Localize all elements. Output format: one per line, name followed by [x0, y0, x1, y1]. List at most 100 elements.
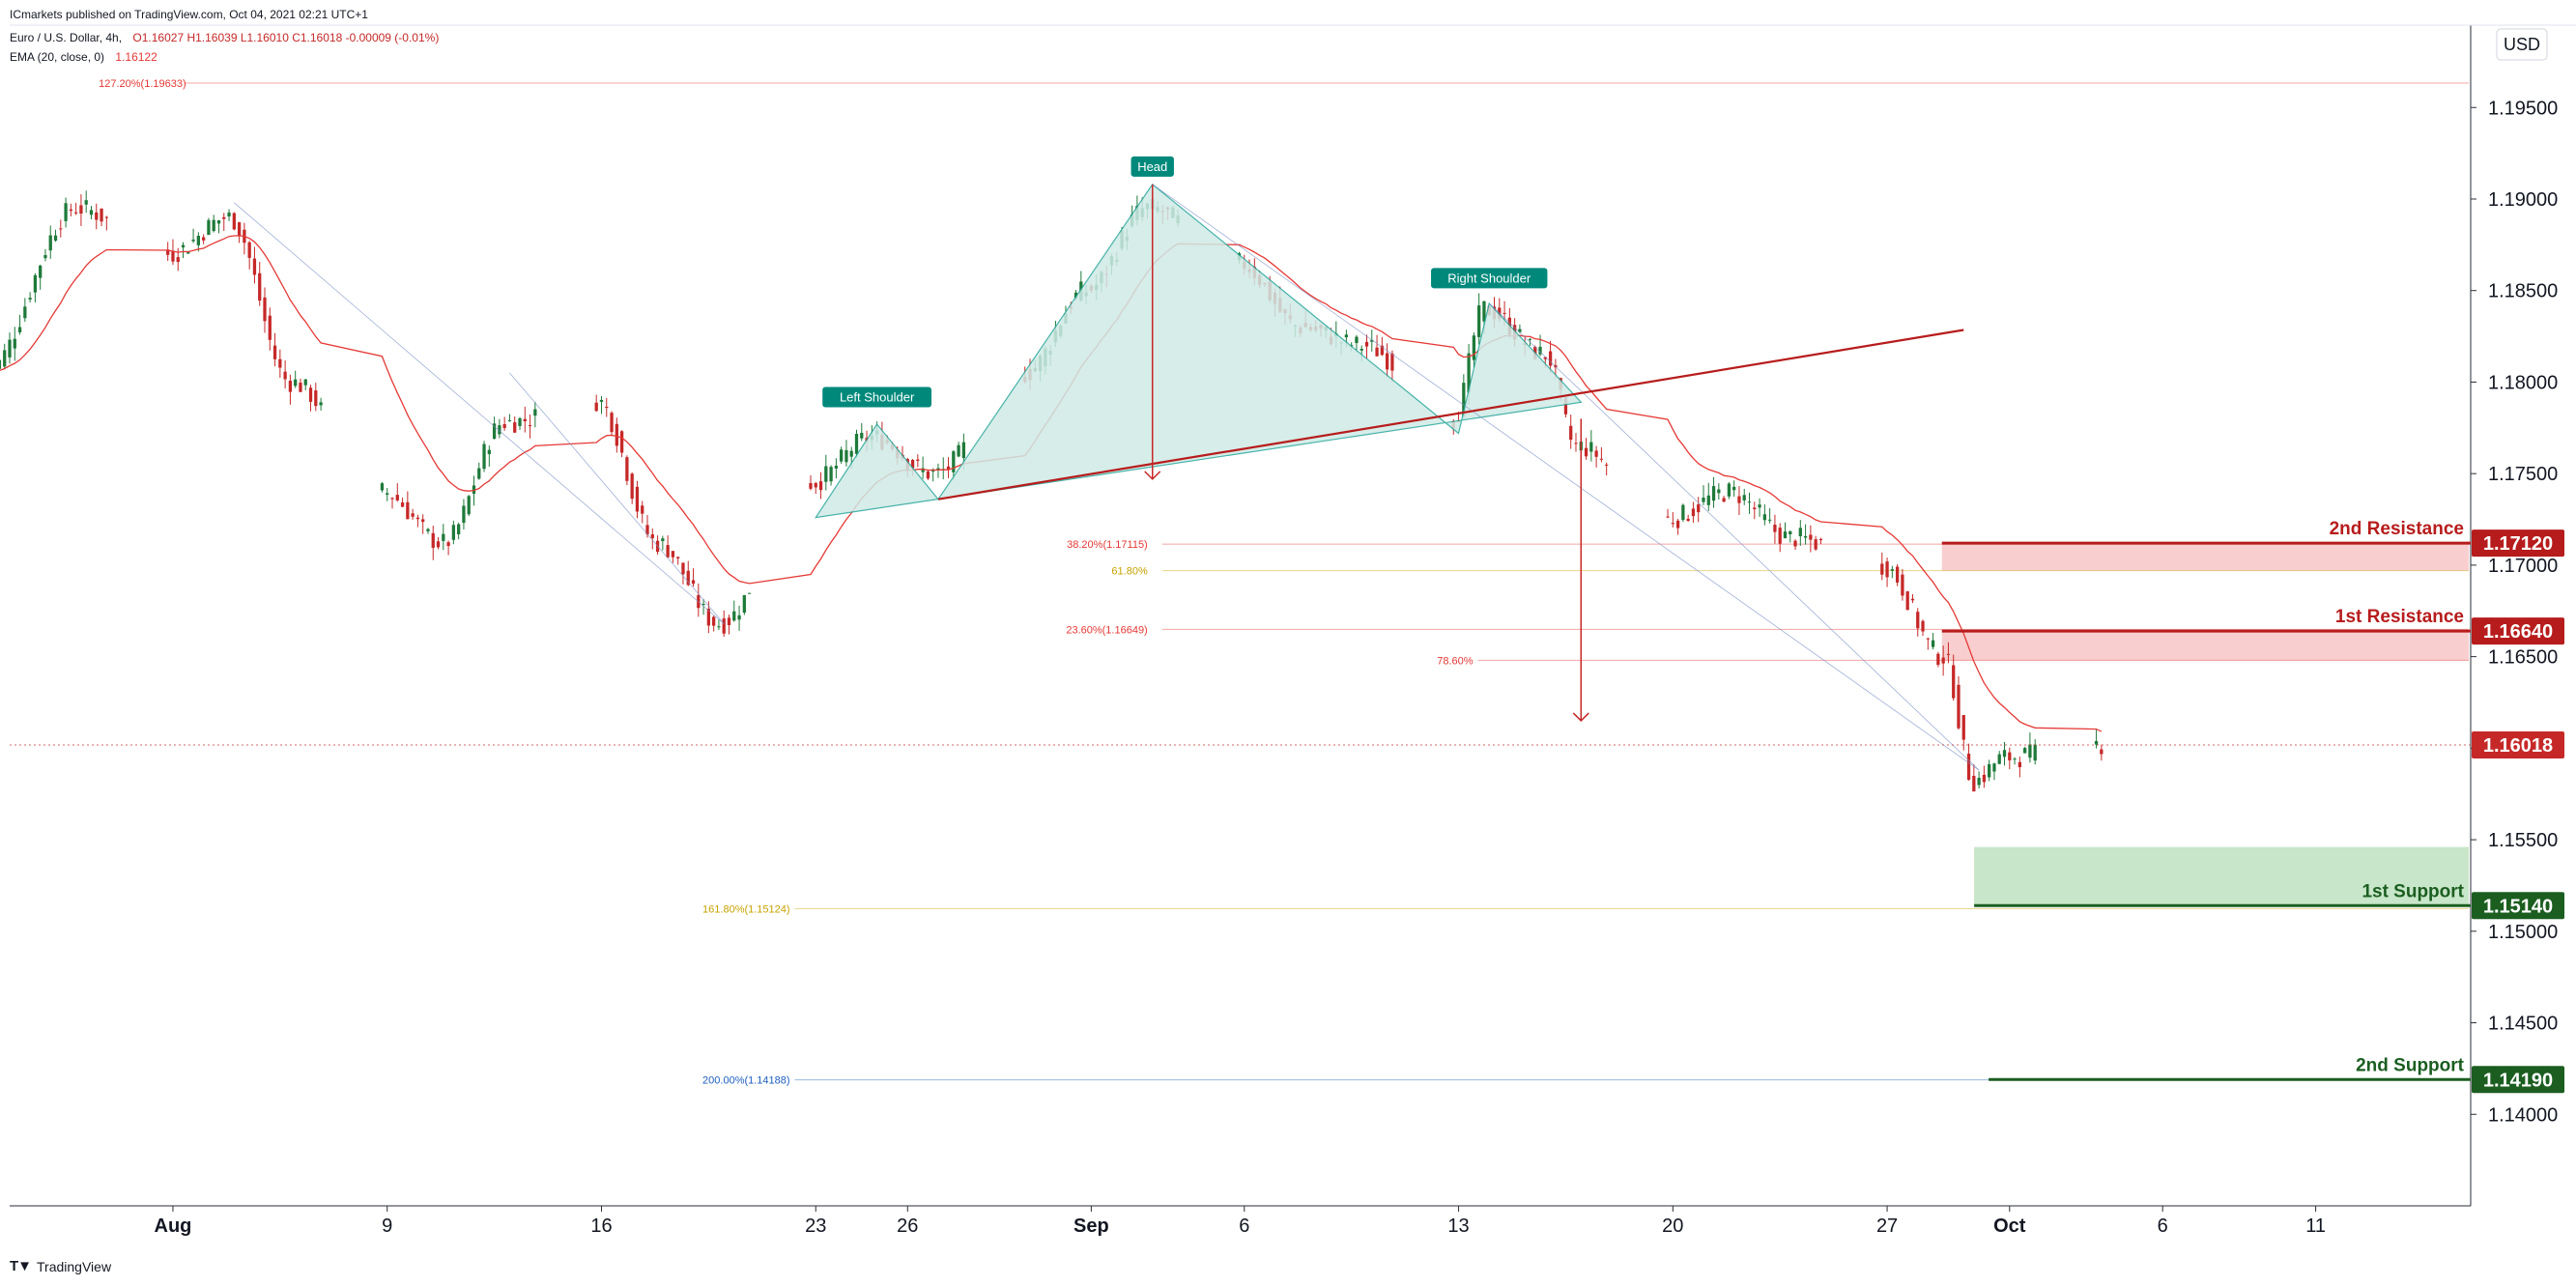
candle-body: [1594, 450, 1598, 457]
ema-label: EMA (20, close, 0): [10, 50, 105, 64]
x-tick-label: 13: [1447, 1216, 1469, 1237]
candle-body: [946, 466, 951, 470]
candle-body: [1941, 657, 1945, 664]
candle-body: [442, 533, 445, 541]
candle-body: [1543, 357, 1547, 359]
level-price-tag: [2472, 617, 2564, 645]
candle-body: [502, 424, 506, 428]
pattern-shape: [815, 183, 1583, 519]
candle-body: [17, 327, 22, 332]
head-measure-arrow-head: [1144, 471, 1161, 480]
candle-body: [222, 216, 226, 219]
candle-body: [467, 496, 471, 515]
candle-body: [1988, 763, 1991, 778]
pattern-label: Right Shoulder: [1447, 271, 1531, 285]
candle-body: [308, 387, 313, 402]
candle-body: [487, 449, 491, 455]
candle-body: [186, 251, 190, 254]
candle-body: [737, 615, 741, 620]
candle-body: [681, 562, 685, 575]
level-price-label: 1.14190: [2483, 1070, 2553, 1091]
candle-body: [599, 399, 604, 402]
candle-body: [1921, 620, 1925, 632]
candle-body: [961, 442, 966, 459]
x-tick-label: 6: [1239, 1216, 1249, 1237]
candle-body: [834, 465, 839, 469]
candle-body: [1789, 530, 1792, 534]
candle-body: [605, 406, 609, 409]
candle-body: [33, 274, 38, 293]
candle-body: [1073, 292, 1078, 299]
candle-body: [1462, 383, 1466, 416]
candle-body: [1503, 312, 1506, 314]
candle-body: [1758, 504, 1761, 508]
candle-body: [1972, 775, 1976, 792]
publish-line: ICmarkets published on TradingView.com, …: [10, 8, 376, 21]
x-tick-label: Aug: [155, 1216, 192, 1237]
candle-body: [1778, 528, 1782, 544]
guide-line: [1152, 184, 1980, 771]
candle-body: [283, 371, 287, 380]
candle-body: [171, 250, 175, 262]
candle-body: [176, 257, 180, 263]
candle-body: [1931, 640, 1935, 647]
candle-body: [1885, 561, 1889, 578]
published-text: ICmarkets published on TradingView.com, …: [10, 8, 368, 21]
candle-body: [747, 592, 752, 594]
candle-body: [916, 459, 920, 461]
candle-body: [860, 432, 864, 439]
candle-body: [2002, 750, 2007, 758]
pattern-label-box: [1431, 268, 1548, 289]
currency-label: USD: [2504, 35, 2540, 54]
y-tick-label: 1.19500: [2488, 98, 2558, 119]
current-price-label: 1.16018: [2483, 735, 2553, 757]
candle-body: [1569, 425, 1573, 441]
candle-body: [528, 425, 532, 427]
candle-body: [1926, 638, 1930, 640]
ema-value: 1.16122: [115, 50, 157, 64]
candle-body: [1910, 598, 1915, 601]
candle-body: [1380, 345, 1384, 356]
candle-body: [1675, 520, 1680, 529]
candle-body: [1717, 489, 1721, 494]
candle-body: [1952, 665, 1956, 699]
candle-body: [671, 551, 675, 558]
candle-body: [2008, 752, 2012, 760]
candle-body: [1691, 508, 1696, 517]
y-tick-label: 1.14500: [2488, 1014, 2558, 1035]
x-tick-label: 20: [1662, 1216, 1683, 1237]
fib-label: 127.20%(1.19633): [99, 78, 186, 90]
candle-body: [1518, 329, 1522, 332]
candle-body: [1584, 447, 1589, 457]
fib-label: 23.60%(1.16649): [1066, 624, 1147, 636]
x-tick-label: 9: [382, 1216, 392, 1237]
candle-body: [2028, 744, 2032, 758]
candle-body: [84, 200, 88, 205]
candle-body: [1737, 496, 1741, 503]
candle-body: [1364, 341, 1369, 347]
candle-body: [1880, 563, 1884, 575]
candle-body: [1742, 495, 1746, 500]
candle-body: [1818, 538, 1823, 541]
candle-body: [666, 545, 670, 558]
resistance-zone: [1941, 631, 2469, 661]
resistance-zone: [1941, 543, 2469, 571]
candle-body: [89, 210, 94, 215]
candle-body: [1722, 498, 1726, 502]
currency-box: [2496, 28, 2548, 61]
candle-body: [610, 413, 614, 433]
tradingview-logo[interactable]: T▼ TradingView: [10, 1258, 111, 1274]
candle-body: [411, 513, 415, 517]
pattern-label-box: [822, 386, 932, 408]
candle-body: [742, 594, 746, 614]
candle-body: [619, 431, 624, 453]
candle-body: [676, 557, 680, 558]
candle-body: [1946, 653, 1951, 655]
candle-body: [1477, 305, 1481, 337]
candle-body: [701, 603, 705, 605]
pattern-label: Head: [1137, 159, 1167, 174]
candle-body: [207, 219, 211, 236]
candle-body: [732, 611, 736, 621]
current-price-tag: [2472, 730, 2564, 758]
